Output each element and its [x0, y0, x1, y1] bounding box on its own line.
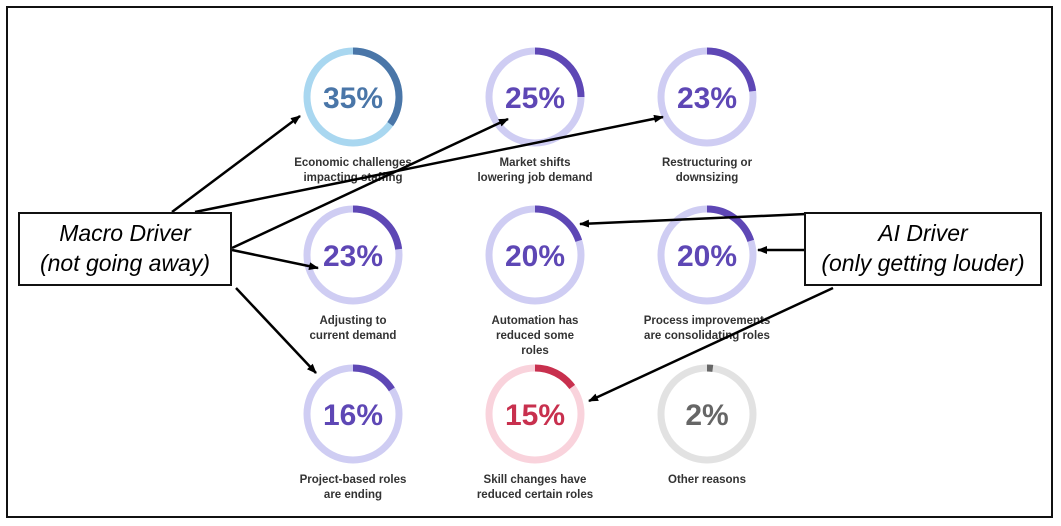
arrow-ai-automation [579, 212, 807, 228]
macro-driver-subtitle: (not going away) [39, 250, 211, 276]
donut-caption-line: are ending [324, 489, 382, 501]
donut-caption: Other reasons [668, 474, 746, 486]
donut-caption-line: Project-based roles [300, 474, 407, 486]
donut-percent-label: 23% [677, 82, 737, 115]
donut-caption-line: Restructuring or [662, 157, 753, 169]
donut-value-arc [352, 205, 403, 250]
arrow-macro-project [235, 287, 317, 374]
donut-caption-line: are consolidating roles [644, 330, 770, 342]
donut-caption-line: downsizing [676, 172, 739, 184]
donut-caption-line: current demand [310, 330, 397, 342]
macro-driver-callout: Macro Driver (not going away) [18, 212, 232, 286]
arrow-ai-skill [588, 286, 834, 403]
figure-frame [6, 6, 1053, 518]
donut-value-arc [706, 47, 757, 92]
donut-economic-challenges-impacting-staffing: 35%Economic challenges impacting staffing [294, 47, 412, 184]
donut-caption: Restructuring or downsizing [662, 157, 753, 184]
donut-adjusting-to-current-demand: 23% Adjusting to current demand [303, 205, 403, 342]
donut-caption-line: roles [521, 345, 549, 357]
donut-caption-line: reduced certain roles [477, 489, 593, 501]
donut-caption: Skill changes have reduced certain roles [477, 474, 593, 501]
donut-caption-line: reduced some [496, 330, 574, 342]
donut-value-arc [534, 364, 576, 390]
donut-caption-line: Skill changes have [484, 474, 587, 486]
donut-value-arc [534, 205, 583, 243]
donut-caption-line: Adjusting to [319, 315, 386, 327]
donut-percent-label: 20% [505, 240, 565, 273]
donut-caption: Process improvements are consolidating ro… [644, 315, 771, 342]
arrow-macro-economic [171, 115, 301, 213]
donut-restructuring-or-downsizing: 23% Restructuring or downsizing [657, 47, 757, 184]
ai-driver-title: AI Driver [878, 220, 968, 246]
donut-value-arc [706, 205, 755, 243]
donut-market-shifts-lowering-job-demand: 25% Market shifts lowering job demand [477, 47, 593, 184]
donut-caption-line: Market shifts [500, 157, 571, 169]
donut-percent-label: 23% [323, 240, 383, 273]
ai-driver-subtitle: (only getting louder) [821, 250, 1025, 276]
donut-percent-label: 25% [505, 82, 565, 115]
donut-caption-line: Other reasons [668, 474, 746, 486]
ai-driver-callout: AI Driver (only getting louder) [804, 212, 1042, 286]
donut-project-based-roles-are-ending: 16% Project-based roles are ending [300, 364, 407, 501]
donut-caption-line: Process improvements [644, 315, 771, 327]
donut-other-reasons: 2% Other reasons [657, 364, 757, 486]
donut-value-arc [352, 364, 395, 392]
arrow-macro-market [231, 117, 509, 250]
donut-process-improvements-are-consolidating-roles: 20% Process improvements are consolidating… [644, 205, 771, 342]
macro-driver-title: Macro Driver [59, 220, 191, 246]
arrow-macro-adjusting [231, 248, 319, 271]
donut-caption-line: Economic challenges [294, 157, 412, 169]
donut-value-arc [352, 47, 403, 127]
arrow-macro-restructuring [194, 114, 664, 214]
donut-caption: Market shifts lowering job demand [477, 157, 592, 184]
donut-caption: Project-based roles are ending [300, 474, 407, 501]
donut-percent-label: 16% [323, 399, 383, 432]
donut-automation-has-reduced-some-roles: 20% Automation has reduced some roles [485, 205, 585, 357]
donut-skill-changes-have-reduced-certain-roles: 15% Skill changes have reduced certain rol… [477, 364, 593, 501]
donut-percent-label: 15% [505, 399, 565, 432]
donut-percent-label: 35% [323, 82, 383, 115]
donut-caption: Adjusting to current demand [310, 315, 397, 342]
arrows [171, 114, 834, 403]
donut-value-arc [534, 47, 585, 98]
donut-caption-line: Automation has [492, 315, 579, 327]
donut-percent-label: 2% [685, 399, 728, 432]
donut-caption-line: lowering job demand [477, 172, 592, 184]
donut-caption: Automation has reduced some roles [492, 315, 579, 357]
donut-percent-label: 20% [677, 240, 737, 273]
